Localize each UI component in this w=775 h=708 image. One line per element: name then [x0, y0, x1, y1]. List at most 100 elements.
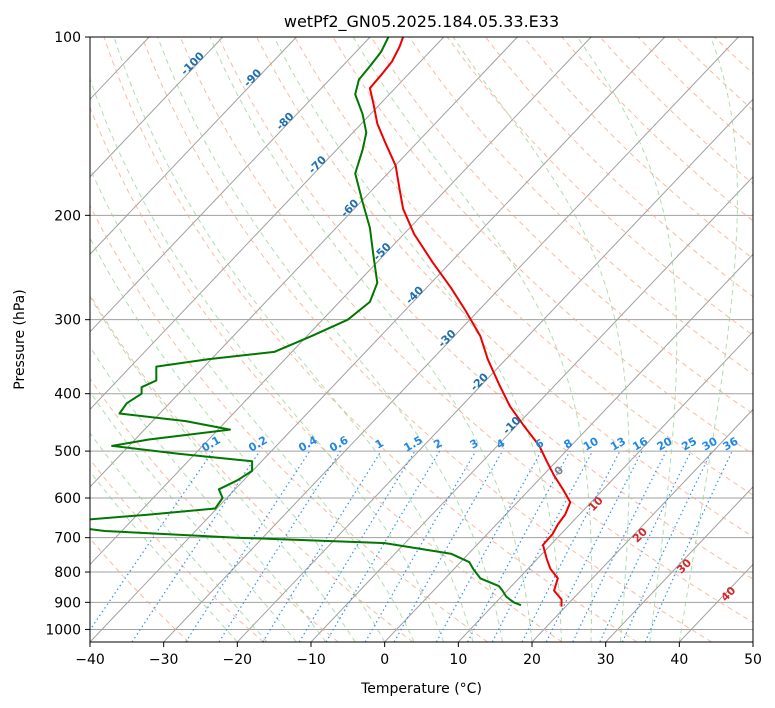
x-axis-label: Temperature (°C): [360, 681, 482, 697]
dry-adiabat-label: 30: [674, 556, 694, 576]
x-tick-label: 0: [380, 652, 389, 668]
isotherm-line: [163, 37, 739, 642]
isotherm-label: -80: [273, 110, 296, 133]
dewpoint-profile-line: [90, 37, 522, 607]
background-lines: [0, 37, 753, 642]
mixing-ratio-line: [298, 450, 416, 642]
y-tick-label: 900: [54, 595, 81, 611]
dry-adiabat-line: [408, 37, 753, 375]
dry-adiabat-line: [714, 37, 753, 75]
mixing-ratio-line: [364, 450, 477, 642]
isotherm-label: -70: [306, 153, 329, 176]
dry-adiabat-line: [294, 37, 753, 496]
dry-adiabat-line: [90, 293, 414, 642]
isotherm-label: -60: [338, 196, 361, 219]
y-tick-label: 800: [54, 565, 81, 581]
moist-adiabat-line: [90, 346, 327, 642]
dry-adiabat-line: [179, 37, 753, 623]
moist-adiabat-line: [273, 37, 562, 642]
isotherm-line: [310, 176, 753, 642]
mixing-ratio-line: [572, 450, 667, 642]
isotherm-label: -90: [241, 66, 264, 89]
isotherm-label: -10: [500, 414, 523, 437]
dry-adiabat-line: [103, 37, 638, 642]
mixing-ratio-line: [621, 450, 713, 642]
x-tick-label: −40: [75, 652, 105, 668]
dry-adiabat-line: [90, 377, 339, 642]
isotherm-label: -30: [435, 327, 458, 350]
isotherm-line: [90, 37, 297, 256]
isotherm-label: -40: [403, 283, 426, 306]
dry-adiabat-line: [90, 537, 190, 642]
moist-adiabat-line: [90, 470, 238, 642]
x-tick-label: −20: [223, 652, 253, 668]
mixing-ratio-label: 6: [533, 436, 546, 451]
mixing-ratio-label: 3: [468, 437, 481, 452]
dry-adiabat-line: [523, 37, 753, 260]
dry-adiabat-line: [256, 37, 753, 538]
mixing-ratio-line: [262, 450, 382, 642]
dry-adiabat-line: [752, 37, 753, 39]
mixing-ratio-line: [521, 450, 621, 642]
x-axis: −40 −30 −20 −10 0 10 20 30 40 50: [75, 642, 762, 668]
y-tick-label: 400: [54, 387, 81, 403]
y-tick-label: 100: [54, 30, 81, 46]
mixing-ratio-line: [131, 450, 261, 642]
y-axis-label: Pressure (hPa): [12, 289, 28, 389]
y-tick-label: 1000: [45, 622, 81, 638]
x-tick-label: −30: [149, 652, 179, 668]
dry-adiabat-label: 20: [630, 525, 650, 545]
isotherm-line: [0, 37, 2, 642]
moist-adiabat-line: [452, 37, 630, 642]
plot-frame: [89, 36, 754, 643]
y-tick-label: 700: [54, 531, 81, 547]
isotherm-label: -20: [468, 370, 491, 393]
mixing-ratio-line: [545, 450, 643, 642]
moist-adiabat-line: [352, 37, 593, 642]
dry-adiabat-label: 40: [718, 584, 738, 604]
isotherm-line: [531, 408, 753, 642]
dry-adiabat-line: [332, 37, 753, 455]
moist-adiabat-line: [90, 237, 386, 642]
dry-adiabat-line: [141, 37, 712, 642]
temperature-profile-line: [368, 37, 572, 607]
mixing-ratio-line: [218, 450, 342, 642]
x-tick-label: 30: [597, 652, 615, 668]
y-tick-label: 200: [54, 208, 81, 224]
y-tick-label: 600: [54, 491, 81, 507]
mixing-ratio-line: [90, 450, 214, 631]
isotherm-line: [457, 331, 753, 642]
moist-adiabat-line: [157, 37, 503, 642]
moist-adiabat-line: [90, 391, 297, 642]
plot-area: 0.1 0.2 0.4 0.6 1 1.5 2 3 4 6 8 10 13 16 20 25 30 36-100-…: [0, 37, 753, 642]
isotherm-line: [384, 253, 753, 642]
y-axis: 100 200 300 400 500 600 700 800 900 1000: [45, 30, 90, 638]
moist-adiabat-line: [113, 37, 474, 642]
moist-adiabat-line: [90, 167, 415, 642]
mixing-ratio-label: 4: [494, 436, 507, 451]
mixing-ratio-line: [599, 450, 692, 642]
moist-adiabat-line: [209, 37, 533, 642]
mixing-ratio-label: 2: [431, 437, 444, 452]
mixing-ratio-line: [325, 450, 441, 642]
mixing-ratio-line: [185, 450, 311, 642]
isotherm-line: [90, 37, 445, 411]
moist-adiabat-line: [90, 295, 356, 642]
dry-adiabat-line: [561, 37, 753, 222]
dry-adiabat-line: [217, 37, 753, 580]
y-tick-label: 500: [54, 444, 81, 460]
x-tick-label: −10: [296, 652, 326, 668]
moist-adiabat-line: [90, 432, 268, 642]
isotherm-line: [90, 37, 666, 642]
isotherm-line: [90, 37, 518, 488]
dry-adiabat-line: [90, 106, 563, 642]
isotherm-line: [90, 37, 371, 333]
x-tick-label: 40: [670, 652, 688, 668]
dry-adiabat-line: [485, 37, 753, 298]
dry-adiabat-line: [90, 458, 264, 642]
isotherm-line: [90, 37, 224, 178]
mixing-ratio-line: [435, 450, 542, 642]
y-tick-label: 300: [54, 313, 81, 329]
x-tick-label: 10: [449, 652, 467, 668]
